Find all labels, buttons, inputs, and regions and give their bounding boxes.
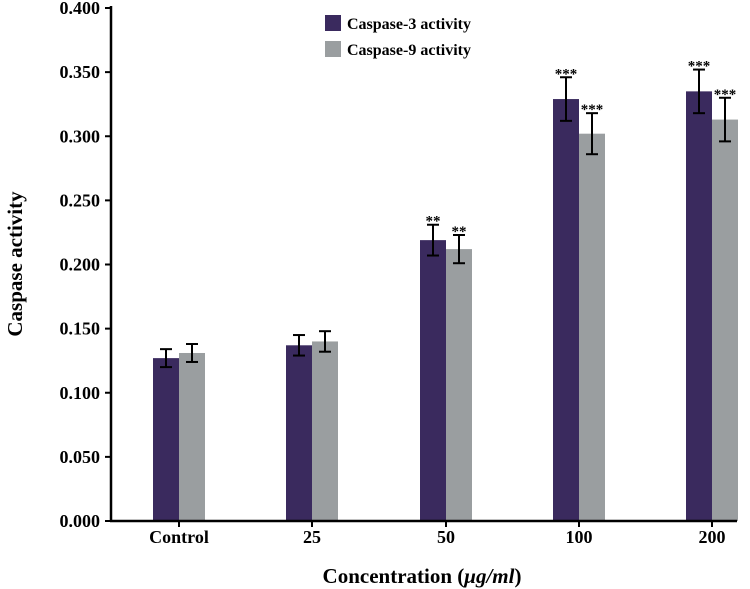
bar-caspase-9 — [712, 119, 738, 521]
significance-marker: *** — [581, 102, 604, 118]
bar-caspase-9 — [312, 341, 338, 521]
x-tick-label: 50 — [437, 527, 455, 547]
x-axis-title: Concentration (μg/ml) — [323, 564, 522, 588]
bar-caspase-3 — [153, 358, 179, 521]
bars-layer — [153, 91, 738, 522]
legend-label-caspase-9: Caspase-9 activity — [347, 42, 471, 59]
y-tick-label: 0.150 — [60, 319, 101, 339]
bar-caspase-3 — [420, 240, 446, 521]
bar-caspase-9 — [446, 249, 472, 522]
y-tick-label: 0.200 — [60, 255, 101, 275]
y-tick-label: 0.050 — [60, 447, 101, 467]
significance-marker: ** — [452, 224, 467, 240]
y-axis-title: Caspase activity — [3, 191, 27, 337]
error-bars-layer — [160, 68, 731, 369]
bar-caspase-3 — [286, 345, 312, 521]
bar-caspase-9 — [579, 133, 605, 521]
legend-swatch-caspase-9 — [325, 41, 341, 57]
y-axis-ticks: 0.000 0.050 0.100 0.150 0.200 0.250 0.300 0.350… — [60, 0, 111, 531]
legend-swatch-caspase-3 — [325, 15, 341, 31]
legend: Caspase-3 activity Caspase-9 activity — [325, 15, 471, 59]
bar-caspase-3 — [686, 91, 712, 522]
bar-caspase-9 — [179, 352, 205, 521]
bar-caspase-3 — [553, 99, 579, 522]
y-tick-label: 0.350 — [60, 62, 101, 82]
x-axis-title-unit: μg/ml — [463, 564, 514, 588]
significance-marker: *** — [555, 66, 578, 82]
x-tick-label: 200 — [699, 527, 726, 547]
significance-marker: *** — [714, 87, 737, 103]
x-tick-label: Control — [149, 527, 209, 547]
y-tick-label: 0.400 — [60, 0, 101, 18]
legend-label-caspase-3: Caspase-3 activity — [347, 16, 471, 33]
y-tick-label: 0.000 — [60, 511, 101, 531]
x-axis-title-suffix: ) — [514, 564, 521, 588]
y-tick-label: 0.250 — [60, 190, 101, 210]
y-tick-label: 0.100 — [60, 383, 101, 403]
x-tick-label: 100 — [566, 527, 593, 547]
significance-marker: ** — [426, 214, 441, 230]
x-axis-ticks: Control 25 50 100 200 — [149, 521, 726, 547]
significance-marker: *** — [688, 59, 711, 75]
significance-layer: ***** *********** — [426, 59, 737, 240]
y-tick-label: 0.300 — [60, 126, 101, 146]
x-tick-label: 25 — [303, 527, 321, 547]
x-axis-title-prefix: Concentration ( — [323, 564, 465, 588]
